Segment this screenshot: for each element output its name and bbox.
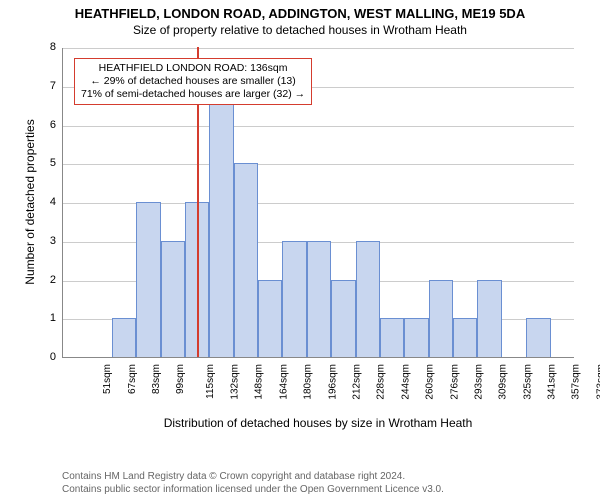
histogram-bar bbox=[136, 202, 160, 357]
chart-title: HEATHFIELD, LONDON ROAD, ADDINGTON, WEST… bbox=[0, 0, 600, 21]
ytick-label: 3 bbox=[40, 235, 56, 247]
annotation-line2: ← 29% of detached houses are smaller (13… bbox=[81, 75, 305, 88]
xtick-label: 357sqm bbox=[571, 364, 582, 400]
annotation-box: HEATHFIELD LONDON ROAD: 136sqm ← 29% of … bbox=[74, 58, 312, 105]
xtick-label: 164sqm bbox=[278, 364, 289, 400]
ytick-label: 4 bbox=[40, 196, 56, 208]
footer-line2: Contains public sector information licen… bbox=[62, 484, 444, 497]
histogram-bar bbox=[209, 86, 233, 357]
histogram-bar bbox=[429, 280, 453, 358]
chart-subtitle: Size of property relative to detached ho… bbox=[0, 21, 600, 37]
xtick-label: 132sqm bbox=[230, 364, 241, 400]
xtick-label: 212sqm bbox=[352, 364, 363, 400]
xtick-label: 293sqm bbox=[473, 364, 484, 400]
xtick-label: 309sqm bbox=[498, 364, 509, 400]
chart-container: { "title": "HEATHFIELD, LONDON ROAD, ADD… bbox=[0, 0, 600, 500]
xtick-label: 51sqm bbox=[102, 364, 113, 394]
xtick-label: 148sqm bbox=[254, 364, 265, 400]
xtick-label: 115sqm bbox=[205, 364, 216, 399]
histogram-bar bbox=[258, 280, 282, 358]
xtick-label: 67sqm bbox=[127, 364, 138, 394]
histogram-bar bbox=[404, 318, 428, 357]
xtick-label: 196sqm bbox=[327, 364, 338, 400]
x-axis-label: Distribution of detached houses by size … bbox=[62, 416, 574, 430]
histogram-bar bbox=[477, 280, 501, 358]
xtick-label: 83sqm bbox=[151, 364, 162, 394]
histogram-bar bbox=[234, 163, 258, 357]
annotation-line3: 71% of semi-detached houses are larger (… bbox=[81, 88, 305, 101]
xtick-label: 341sqm bbox=[547, 364, 558, 400]
footer: Contains HM Land Registry data © Crown c… bbox=[62, 471, 444, 496]
histogram-bar bbox=[453, 318, 477, 357]
histogram-bar bbox=[112, 318, 136, 357]
ytick-label: 2 bbox=[40, 274, 56, 286]
y-axis-label: Number of detached properties bbox=[23, 102, 37, 302]
ytick-label: 1 bbox=[40, 312, 56, 324]
xtick-label: 373sqm bbox=[595, 364, 600, 400]
annotation-line1: HEATHFIELD LONDON ROAD: 136sqm bbox=[81, 62, 305, 75]
ytick-label: 8 bbox=[40, 41, 56, 53]
xtick-label: 180sqm bbox=[303, 364, 314, 400]
histogram-bar bbox=[307, 241, 331, 357]
gridline bbox=[63, 126, 574, 127]
gridline bbox=[63, 164, 574, 165]
histogram-bar bbox=[526, 318, 550, 357]
ytick-label: 7 bbox=[40, 80, 56, 92]
gridline bbox=[63, 48, 574, 49]
histogram-bar bbox=[380, 318, 404, 357]
histogram-bar bbox=[356, 241, 380, 357]
footer-line1: Contains HM Land Registry data © Crown c… bbox=[62, 471, 444, 484]
ytick-label: 0 bbox=[40, 351, 56, 363]
histogram-bar bbox=[161, 241, 185, 357]
xtick-label: 228sqm bbox=[376, 364, 387, 400]
xtick-label: 244sqm bbox=[400, 364, 411, 400]
xtick-label: 325sqm bbox=[522, 364, 533, 400]
ytick-label: 6 bbox=[40, 119, 56, 131]
ytick-label: 5 bbox=[40, 157, 56, 169]
xtick-label: 260sqm bbox=[425, 364, 436, 400]
xtick-label: 276sqm bbox=[449, 364, 460, 400]
histogram-bar bbox=[282, 241, 306, 357]
histogram-bar bbox=[331, 280, 355, 358]
xtick-label: 99sqm bbox=[175, 364, 186, 394]
